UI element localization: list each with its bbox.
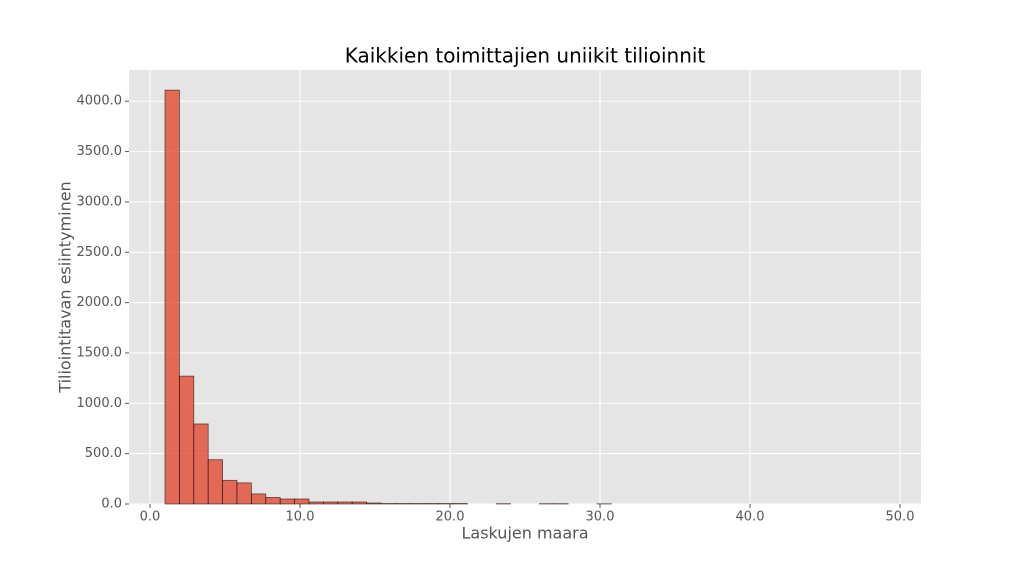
- chart-title: Kaikkien toimittajien uniikit tilioinnit: [345, 44, 706, 68]
- bar: [438, 503, 454, 505]
- x-axis-label: Laskujen maara: [461, 524, 588, 543]
- bar: [308, 501, 324, 505]
- bar: [236, 482, 252, 505]
- bar: [265, 497, 281, 505]
- x-tick-label: 0.0: [140, 510, 161, 525]
- bar: [193, 423, 209, 505]
- bar: [207, 459, 223, 505]
- y-tick-label: 2500.0: [77, 245, 123, 260]
- y-tick-label: 1000.0: [77, 396, 123, 411]
- y-tick-label: 4000.0: [77, 94, 123, 109]
- bar: [164, 89, 180, 505]
- bar: [322, 501, 339, 505]
- bar: [380, 503, 396, 505]
- bar: [178, 375, 195, 505]
- y-tick-label: 0.0: [101, 497, 122, 512]
- y-tick-label: 500.0: [85, 446, 122, 461]
- bar: [394, 503, 411, 505]
- x-tick-label: 40.0: [736, 510, 765, 525]
- bar: [423, 503, 440, 505]
- bar: [351, 501, 368, 505]
- y-axis-label: Tiliointitavan esiintyminen: [56, 181, 75, 393]
- y-tick-label: 2000.0: [77, 295, 123, 310]
- bar: [279, 498, 296, 505]
- bar: [409, 503, 425, 505]
- bar: [337, 501, 353, 505]
- y-tick-label: 1500.0: [77, 345, 123, 360]
- bar: [250, 493, 267, 505]
- y-tick-label: 3000.0: [77, 194, 123, 209]
- bar: [294, 498, 310, 505]
- x-tick-label: 10.0: [286, 510, 315, 525]
- bar: [222, 479, 238, 505]
- x-tick-label: 30.0: [586, 510, 615, 525]
- bar: [366, 502, 382, 505]
- x-tick-label: 20.0: [436, 510, 465, 525]
- plot-area: [129, 70, 921, 504]
- bar: [452, 503, 468, 505]
- y-tick-label: 3500.0: [77, 144, 123, 159]
- x-tick-label: 50.0: [886, 510, 915, 525]
